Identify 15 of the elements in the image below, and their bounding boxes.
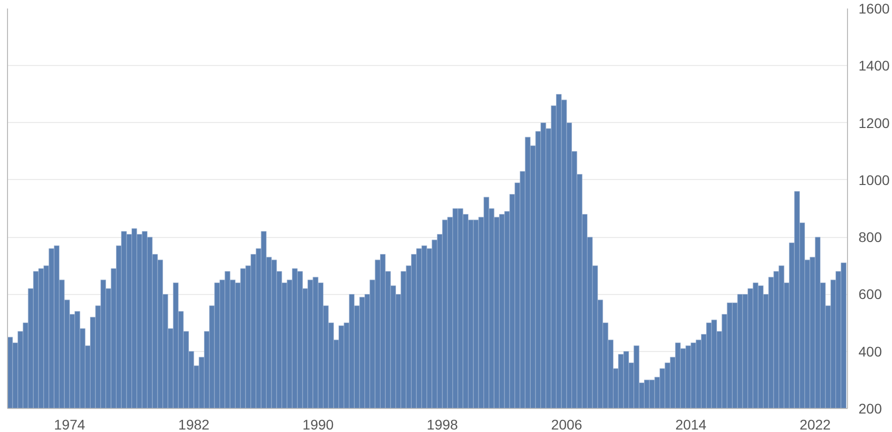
y-tick-label: 800 (858, 229, 882, 246)
y-tick-label: 200 (858, 400, 882, 416)
x-tick-label: 1974 (54, 416, 86, 432)
x-tick-label: 1998 (426, 416, 458, 432)
y-tick-label: 600 (858, 286, 882, 302)
x-tick-label: 1990 (302, 416, 334, 432)
x-tick-label: 1982 (178, 416, 210, 432)
y-tick-label: 1000 (858, 172, 890, 188)
x-tick-label: 2022 (800, 416, 831, 432)
x-tick-label: 2014 (675, 416, 707, 432)
y-tick-label: 1400 (858, 58, 890, 74)
y-tick-label: 1200 (858, 114, 890, 131)
y-tick-label: 1600 (858, 0, 890, 16)
y-tick-label: 400 (858, 343, 882, 360)
x-tick-label: 2006 (551, 416, 582, 432)
